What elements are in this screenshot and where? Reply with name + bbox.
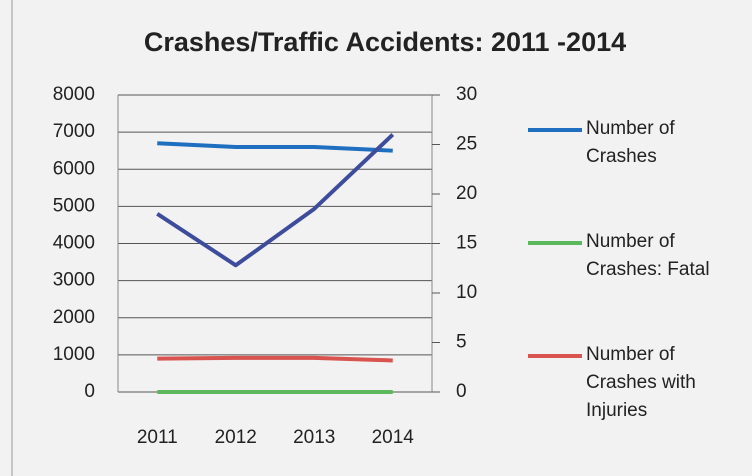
y2-tick-label: 10 [456,282,477,303]
legend-label: Number of Crashes with Injuries [586,344,696,421]
series-line [157,355,393,363]
x-tick-label: 2013 [293,427,335,448]
chart-title: Crashes/Traffic Accidents: 2011 -2014 [144,27,626,57]
y2-tick-label: 0 [456,381,467,402]
y-tick-label: 2000 [53,307,95,328]
y-tick-label: 6000 [53,158,95,179]
series-line [157,141,393,153]
y2-tick-label: 20 [456,183,477,204]
x-tick-label: 2014 [372,427,415,448]
y-tick-label: 4000 [53,233,95,254]
legend-label: Number of Crashes [586,118,675,167]
y2-tick-label: 15 [456,233,477,254]
y2-tick-label: 5 [456,332,467,353]
y-tick-label: 0 [84,381,95,402]
x-tick-label: 2011 [137,427,178,448]
y-tick-label: 7000 [53,121,95,142]
legend-label: Number of Crashes: Fatal [586,231,710,280]
y2-tick-label: 30 [456,84,477,105]
y2-tick-label: 25 [456,134,477,155]
y-tick-label: 8000 [53,84,95,105]
series-line [156,133,395,268]
y-tick-label: 1000 [53,344,95,365]
y-tick-label: 3000 [53,270,95,291]
x-tick-label: 2012 [215,427,257,448]
y-tick-label: 5000 [53,195,95,216]
